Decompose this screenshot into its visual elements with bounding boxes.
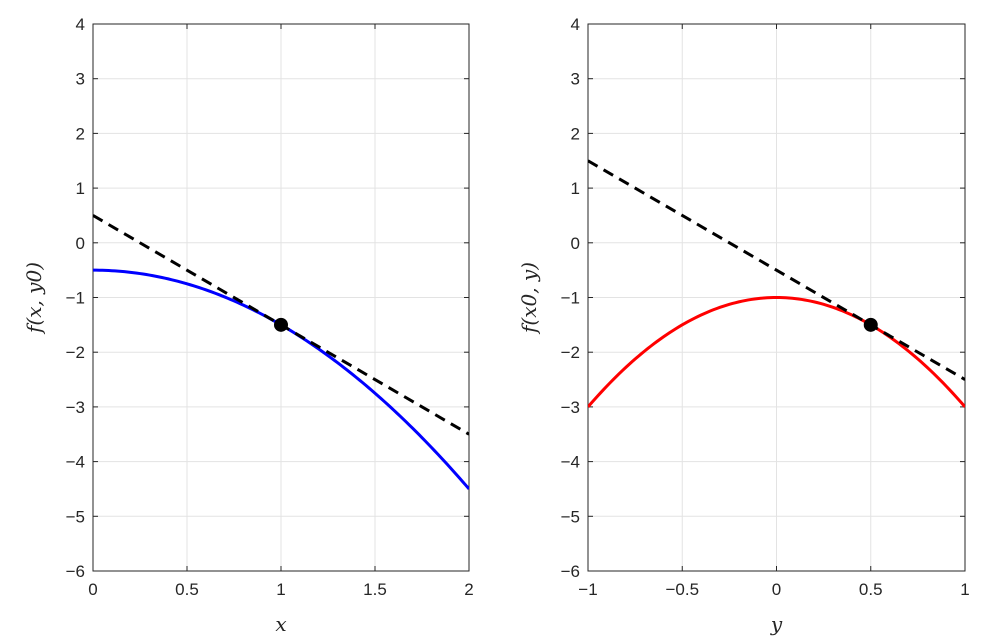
- y-tick-label: 1: [571, 179, 580, 198]
- y-tick-label: −5: [66, 507, 85, 526]
- y-tick-label: 2: [76, 124, 85, 143]
- y-tick-label: −6: [66, 562, 85, 581]
- tangent-point: [274, 317, 288, 332]
- y-axis-label: f(x0, y): [517, 262, 541, 335]
- y-tick-label: 4: [571, 15, 580, 34]
- y-tick-label: 0: [76, 234, 85, 253]
- y-tick-label: −3: [66, 398, 85, 417]
- x-tick-label: 0: [88, 580, 97, 599]
- x-tick-label: 1: [960, 580, 969, 599]
- y-tick-label: −1: [66, 289, 85, 308]
- y-tick-label: 0: [571, 234, 580, 253]
- x-tick-label: −0.5: [665, 580, 699, 599]
- plot-area: [588, 159, 965, 408]
- x-tick-label: 2: [464, 580, 473, 599]
- y-tick-label: −6: [561, 562, 580, 581]
- x-tick-label: −1: [578, 580, 597, 599]
- y-tick-label: 3: [571, 70, 580, 89]
- y-tick-label: −1: [561, 289, 580, 308]
- y-tick-label: −2: [561, 343, 580, 362]
- x-axis-label: y: [770, 612, 783, 636]
- tangent-line: [588, 159, 965, 381]
- y-tick-label: 2: [571, 124, 580, 143]
- y-tick-label: −4: [561, 453, 580, 472]
- y-tick-label: −5: [561, 507, 580, 526]
- x-tick-label: 0.5: [859, 580, 883, 599]
- x-axis-label: x: [275, 612, 286, 636]
- y-tick-label: −4: [66, 453, 85, 472]
- x-tick-label: 0.5: [175, 580, 199, 599]
- y-tick-label: 1: [76, 179, 85, 198]
- y-tick-label: 4: [76, 15, 85, 34]
- function-curve: [588, 295, 965, 408]
- y-tick-label: −3: [561, 398, 580, 417]
- y-tick-label: 3: [76, 70, 85, 89]
- chart-panel-1: 0 0.5 1 1.5 2 4 3 2 1 0 −1 −2 −3 −4 −5 −6 x f(x, y0): [22, 15, 474, 636]
- y-axis-label: f(x, y0): [22, 262, 46, 335]
- x-tick-label: 1.5: [363, 580, 387, 599]
- x-tick-label: 1: [276, 580, 285, 599]
- tangent-point: [863, 317, 878, 332]
- chart-panel-2: −1 −0.5 0 0.5 1 4 3 2 1 0 −1 −2 −3 −4 −5 −6 y f(x0, y): [517, 15, 970, 636]
- x-tick-label: 0: [772, 580, 781, 599]
- y-tick-label: −2: [66, 343, 85, 362]
